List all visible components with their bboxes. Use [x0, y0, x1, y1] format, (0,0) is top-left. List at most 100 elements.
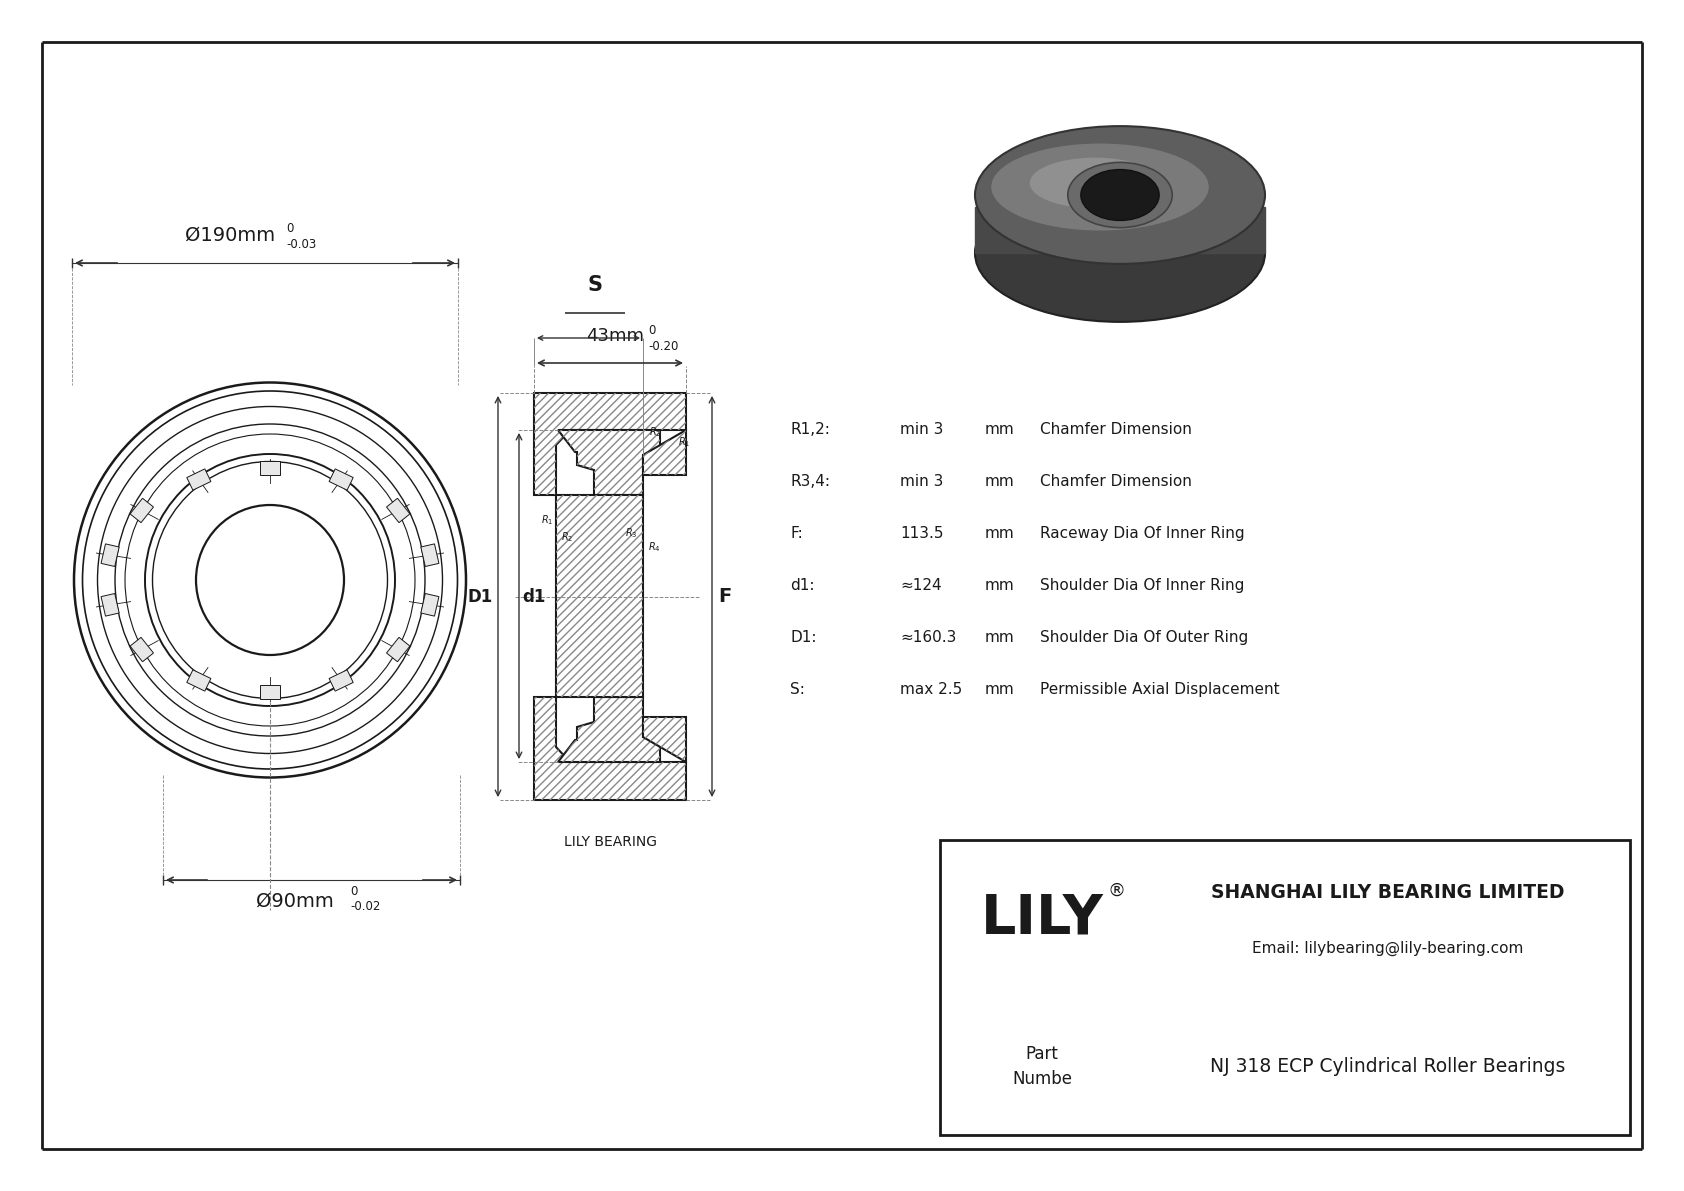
Text: mm: mm: [985, 474, 1015, 490]
Text: NJ 318 ECP Cylindrical Roller Bearings: NJ 318 ECP Cylindrical Roller Bearings: [1209, 1056, 1564, 1075]
Ellipse shape: [1081, 169, 1159, 220]
Polygon shape: [785, 420, 1620, 469]
Text: min 3: min 3: [899, 422, 943, 437]
Text: S:: S:: [790, 682, 805, 697]
Polygon shape: [785, 472, 1620, 520]
FancyBboxPatch shape: [387, 637, 409, 662]
Text: Email: lilybearing@lily-bearing.com: Email: lilybearing@lily-bearing.com: [1251, 941, 1524, 955]
Text: F: F: [717, 587, 731, 606]
Text: R3,4:: R3,4:: [790, 474, 830, 490]
Polygon shape: [1081, 210, 1159, 252]
FancyBboxPatch shape: [387, 498, 409, 523]
Text: $R_1$: $R_1$: [541, 513, 552, 526]
Text: Raceway Dia Of Inner Ring: Raceway Dia Of Inner Ring: [1041, 526, 1244, 541]
Text: mm: mm: [985, 422, 1015, 437]
Ellipse shape: [1068, 162, 1172, 227]
Polygon shape: [785, 680, 1620, 729]
Text: S:: S:: [790, 682, 805, 697]
Text: R3,4:: R3,4:: [790, 474, 830, 490]
FancyBboxPatch shape: [259, 461, 280, 475]
Text: mm: mm: [985, 630, 1015, 646]
Ellipse shape: [195, 505, 344, 655]
Polygon shape: [785, 576, 1620, 625]
Text: Ø190mm: Ø190mm: [185, 226, 274, 245]
Text: R1,2:: R1,2:: [790, 422, 830, 437]
Polygon shape: [556, 495, 643, 697]
Text: Raceway Dia Of Inner Ring: Raceway Dia Of Inner Ring: [1041, 526, 1244, 541]
Text: d1: d1: [522, 587, 546, 605]
Polygon shape: [785, 524, 1620, 573]
Text: Chamfer Dimension: Chamfer Dimension: [1041, 422, 1192, 437]
Text: Shoulder Dia Of Outer Ring: Shoulder Dia Of Outer Ring: [1041, 630, 1248, 646]
Text: LILY: LILY: [980, 892, 1103, 946]
FancyBboxPatch shape: [421, 544, 440, 567]
Text: mm: mm: [985, 526, 1015, 541]
Text: Part
Numbe: Part Numbe: [1012, 1045, 1073, 1089]
FancyBboxPatch shape: [187, 469, 210, 491]
Text: F:: F:: [790, 526, 803, 541]
Text: d1:: d1:: [790, 578, 815, 593]
Text: D1:: D1:: [790, 630, 817, 646]
Text: 0: 0: [648, 324, 655, 337]
Text: ≈160.3: ≈160.3: [899, 630, 957, 646]
FancyBboxPatch shape: [130, 498, 153, 523]
Text: Ø90mm: Ø90mm: [256, 892, 333, 911]
Text: F:: F:: [790, 526, 803, 541]
Text: min 3: min 3: [899, 474, 943, 490]
Text: $R_2$: $R_2$: [561, 530, 573, 544]
Ellipse shape: [1029, 157, 1160, 208]
Text: $R_1$: $R_1$: [679, 435, 690, 449]
FancyBboxPatch shape: [328, 669, 354, 691]
Text: $R_2$: $R_2$: [648, 425, 662, 438]
Text: min 3: min 3: [899, 422, 943, 437]
Ellipse shape: [992, 143, 1209, 231]
Text: Shoulder Dia Of Inner Ring: Shoulder Dia Of Inner Ring: [1041, 578, 1244, 593]
Text: mm: mm: [985, 682, 1015, 697]
FancyBboxPatch shape: [421, 593, 440, 616]
Text: 113.5: 113.5: [899, 526, 943, 541]
Text: R1,2:: R1,2:: [790, 422, 830, 437]
Ellipse shape: [975, 126, 1265, 264]
Polygon shape: [975, 207, 1265, 252]
Polygon shape: [643, 717, 685, 762]
Text: mm: mm: [985, 526, 1015, 541]
Ellipse shape: [975, 185, 1265, 322]
Text: Shoulder Dia Of Inner Ring: Shoulder Dia Of Inner Ring: [1041, 578, 1244, 593]
Text: Chamfer Dimension: Chamfer Dimension: [1041, 474, 1192, 490]
Polygon shape: [557, 697, 660, 762]
Text: ≈124: ≈124: [899, 578, 941, 593]
Text: $R_3$: $R_3$: [625, 526, 638, 540]
Text: min 3: min 3: [899, 474, 943, 490]
Text: S: S: [588, 275, 603, 295]
Text: -0.02: -0.02: [350, 900, 381, 913]
Text: mm: mm: [985, 682, 1015, 697]
FancyBboxPatch shape: [130, 637, 153, 662]
FancyBboxPatch shape: [101, 544, 120, 567]
Text: D1:: D1:: [790, 630, 817, 646]
Text: -0.20: -0.20: [648, 339, 679, 353]
Text: D1: D1: [468, 587, 493, 605]
Text: mm: mm: [985, 422, 1015, 437]
Text: -0.03: -0.03: [286, 238, 317, 251]
Text: LILY BEARING: LILY BEARING: [564, 835, 657, 849]
Text: $R_4$: $R_4$: [648, 540, 660, 554]
Text: max 2.5: max 2.5: [899, 682, 962, 697]
Text: Shoulder Dia Of Outer Ring: Shoulder Dia Of Outer Ring: [1041, 630, 1248, 646]
Text: 0: 0: [286, 222, 293, 235]
Bar: [940, 840, 1630, 1135]
FancyBboxPatch shape: [328, 469, 354, 491]
Text: ≈124: ≈124: [899, 578, 941, 593]
Text: mm: mm: [985, 630, 1015, 646]
Text: 43mm: 43mm: [586, 328, 643, 345]
Text: mm: mm: [985, 474, 1015, 490]
Text: 113.5: 113.5: [899, 526, 943, 541]
Text: Chamfer Dimension: Chamfer Dimension: [1041, 422, 1192, 437]
Text: Chamfer Dimension: Chamfer Dimension: [1041, 474, 1192, 490]
Text: mm: mm: [985, 578, 1015, 593]
Text: 0: 0: [350, 885, 357, 898]
Text: mm: mm: [985, 578, 1015, 593]
Text: max 2.5: max 2.5: [899, 682, 962, 697]
Text: d1:: d1:: [790, 578, 815, 593]
Text: Permissible Axial Displacement: Permissible Axial Displacement: [1041, 682, 1280, 697]
FancyBboxPatch shape: [101, 593, 120, 616]
